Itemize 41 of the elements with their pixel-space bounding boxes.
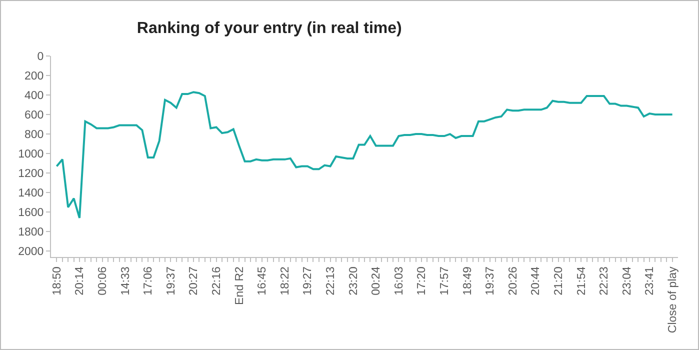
x-tick-label: 17:20 (416, 266, 428, 296)
y-tick-label: 1600 (18, 207, 44, 220)
y-tick-label: 2000 (18, 246, 44, 258)
x-tick-label: 21:54 (576, 266, 588, 296)
x-tick-label: Close of play (667, 266, 680, 334)
x-tick-label: 17:06 (142, 266, 155, 296)
x-tick-label: End R2 (234, 266, 246, 305)
x-tick-label: 18:50 (51, 266, 64, 296)
x-tick-label: 00:06 (97, 266, 110, 296)
x-tick-label: 20:14 (74, 266, 86, 296)
x-tick-label: 14:33 (120, 266, 132, 296)
x-tick-label: 22:13 (325, 266, 338, 296)
x-tick-label: 18:49 (462, 266, 474, 296)
x-tick-label: 20:44 (530, 266, 542, 296)
x-tick-label: 18:22 (279, 266, 292, 296)
y-tick-label: 200 (24, 70, 44, 83)
x-tick-label: 22:16 (211, 266, 224, 296)
x-tick-label: 19:37 (165, 266, 178, 296)
chart-title: Ranking of your entry (in real time) (136, 20, 402, 38)
x-tick-label: 23:20 (348, 266, 360, 296)
y-tick-label: 600 (24, 110, 44, 122)
x-tick-label: 00:24 (370, 266, 383, 296)
x-tick-label: 16:45 (256, 266, 269, 296)
x-tick-label: 19:37 (484, 266, 497, 296)
x-tick-label: 23:41 (644, 266, 656, 296)
x-tick-label: 23:04 (621, 266, 634, 296)
x-tick-label: 19:27 (302, 266, 314, 296)
x-tick-label: 16:03 (393, 266, 406, 296)
y-tick-label: 1000 (18, 148, 44, 161)
y-tick-label: 1400 (18, 188, 44, 200)
y-tick-label: 1200 (18, 168, 44, 180)
y-tick-label: 400 (24, 90, 44, 102)
x-tick-label: 20:26 (507, 266, 520, 296)
x-tick-label: 17:57 (439, 266, 452, 296)
x-tick-label: 22:23 (598, 266, 611, 296)
line-series (56, 91, 674, 219)
y-tick-label: 1800 (18, 226, 44, 239)
x-tick-label: 20:27 (188, 266, 200, 296)
y-tick-label: 800 (24, 129, 44, 142)
x-tick-label: 21:20 (553, 266, 566, 296)
y-tick-label: 0 (37, 51, 44, 64)
